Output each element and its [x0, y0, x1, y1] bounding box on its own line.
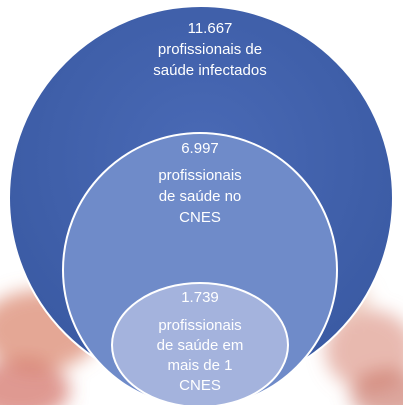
middle-text: profissionais de saúde no CNES	[158, 167, 241, 226]
middle-label: 6.997 profissionais de saúde no CNES	[153, 138, 247, 228]
inner-value: 1.739	[153, 288, 247, 308]
inner-text: profissionais de saúde em mais de 1 CNES	[157, 317, 244, 394]
diagram: 11.667 profissionais de saúde infectados…	[0, 0, 403, 405]
middle-value: 6.997	[153, 138, 247, 159]
outer-value: 11.667	[140, 18, 280, 39]
inner-label: 1.739 profissionais de saúde em mais de …	[153, 288, 247, 396]
outer-label: 11.667 profissionais de saúde infectados	[140, 18, 280, 81]
outer-text: profissionais de saúde infectados	[153, 41, 266, 79]
